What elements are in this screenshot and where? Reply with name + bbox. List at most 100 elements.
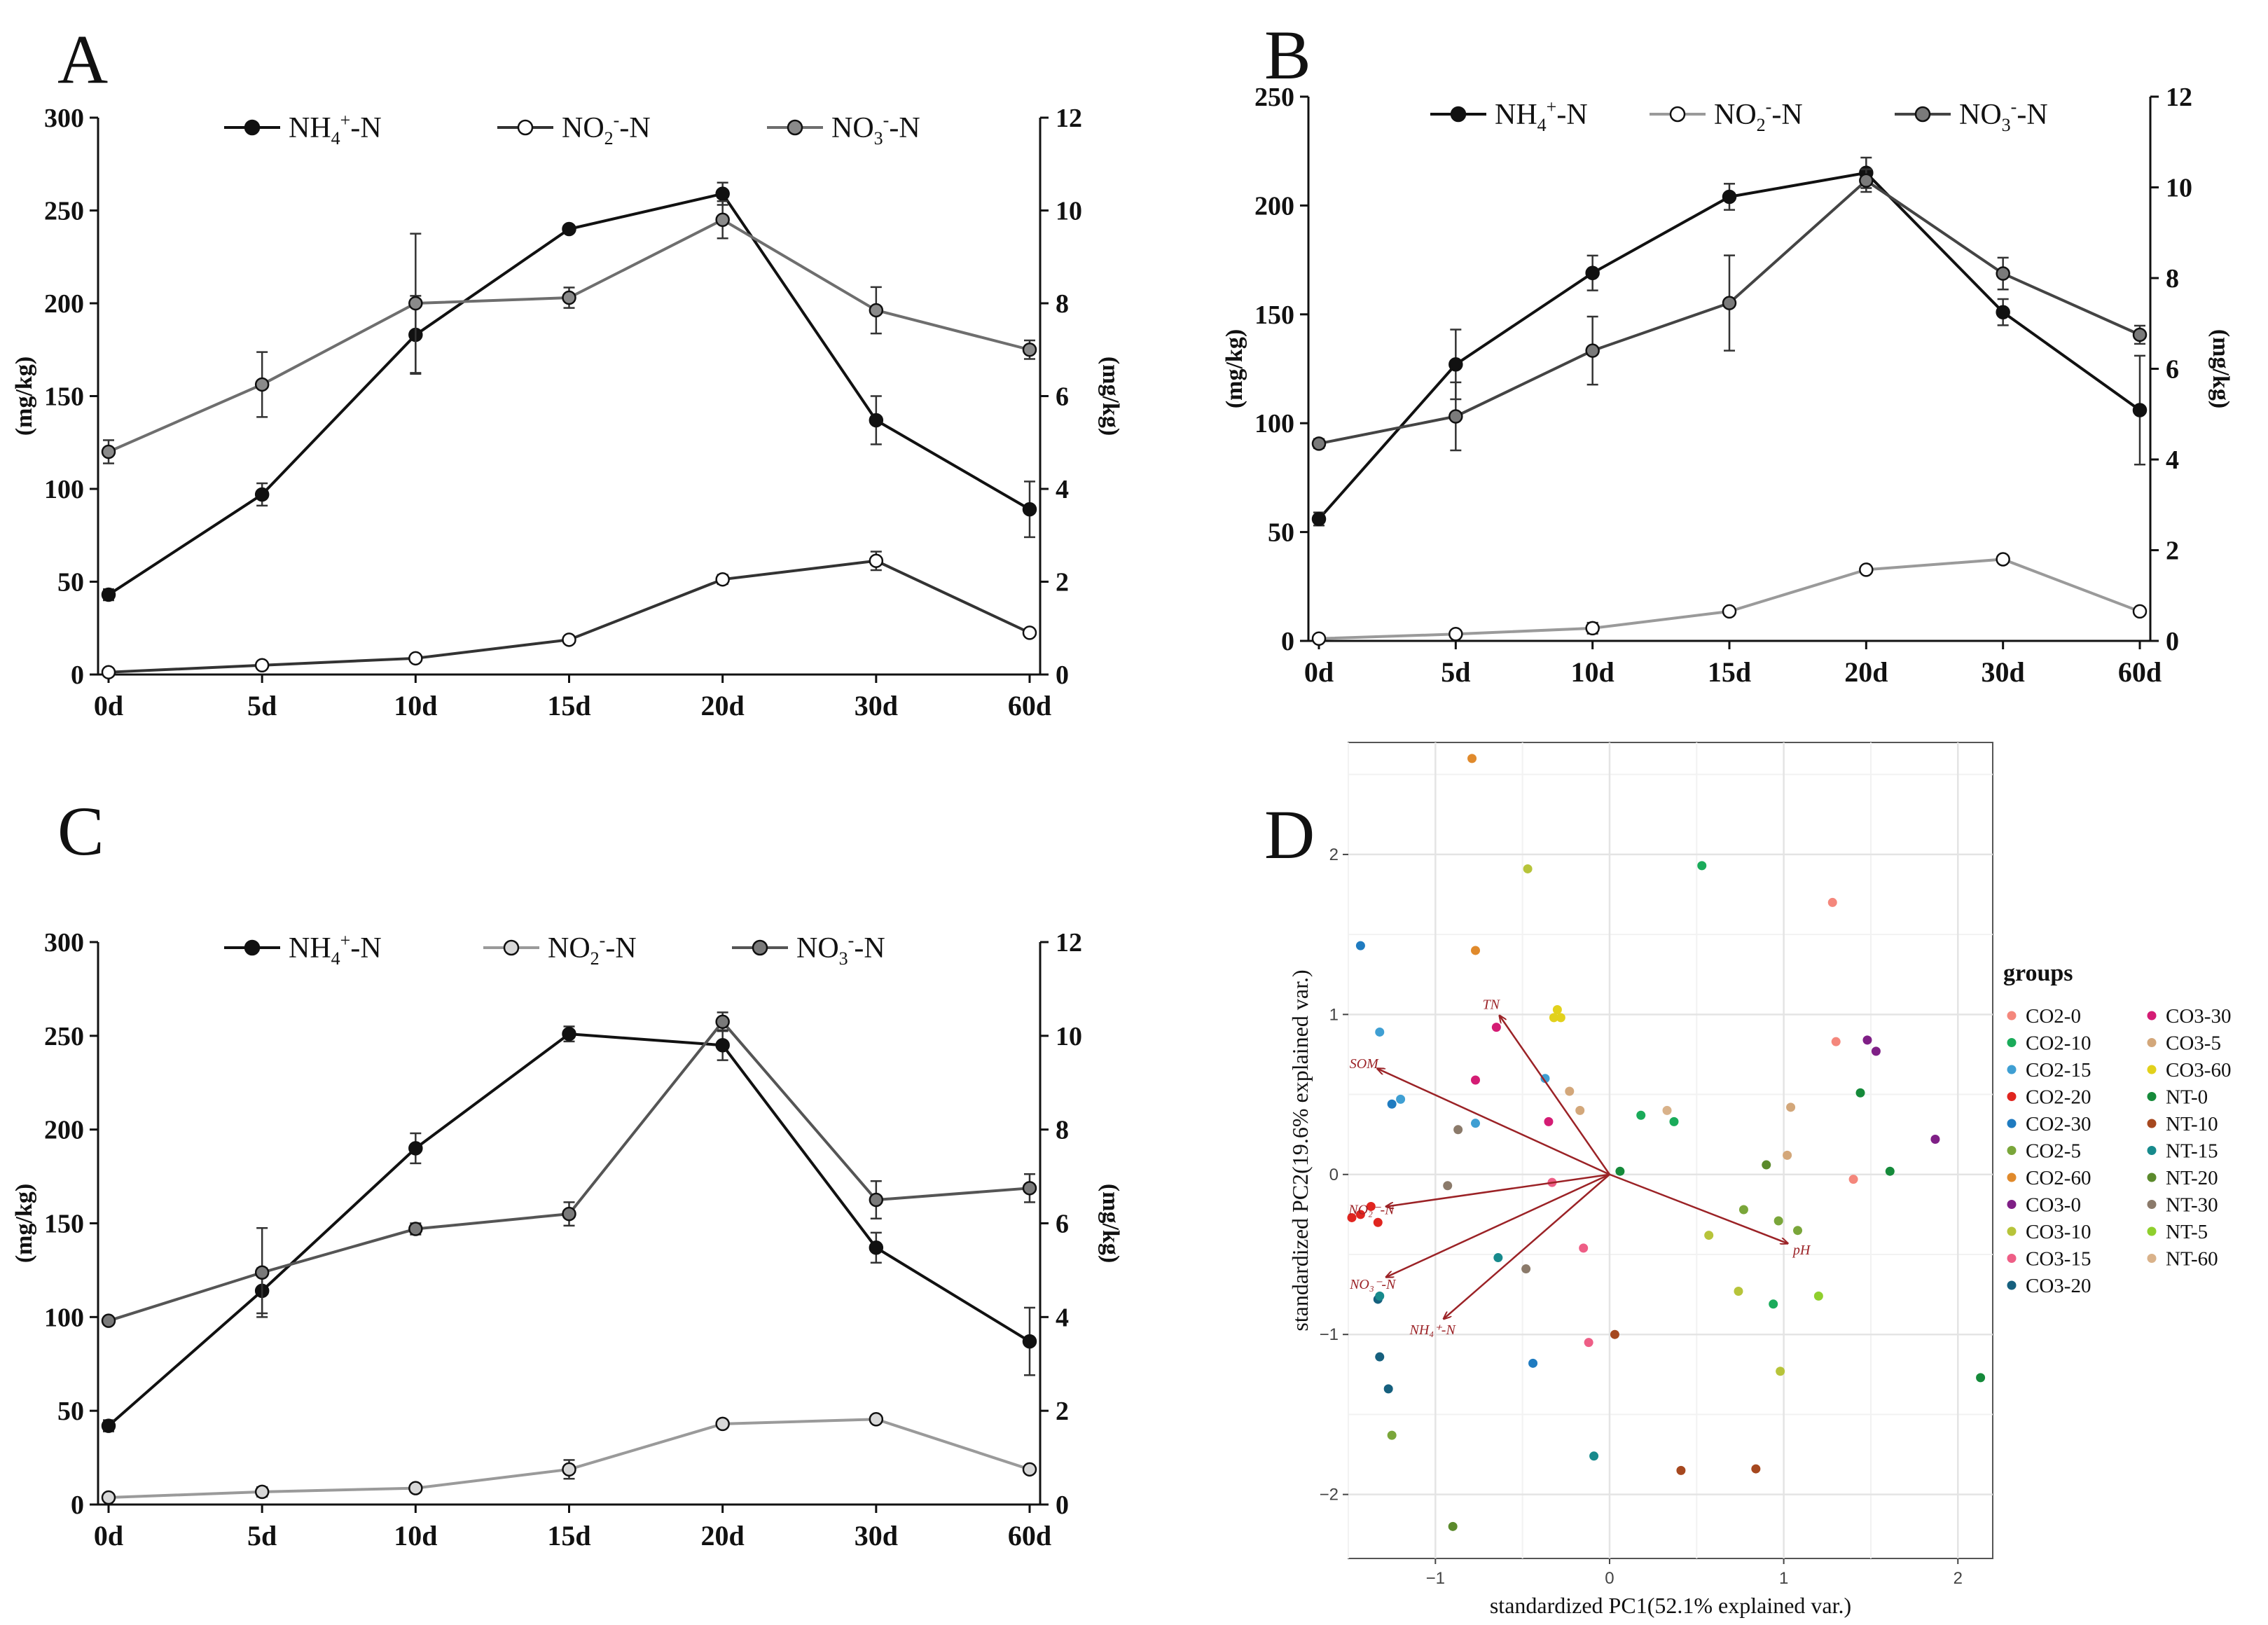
data-point (1859, 173, 1874, 188)
data-point (408, 1141, 423, 1156)
legend-label: CO2-10 (2026, 1032, 2091, 1055)
pca-point (1556, 1013, 1565, 1023)
data-point (1585, 265, 1600, 280)
pca-point (1584, 1338, 1593, 1348)
data-point (101, 444, 116, 459)
data-point (408, 296, 423, 311)
pca-point (1528, 1358, 1538, 1368)
pca-point (1375, 1027, 1385, 1037)
legend-marker (2007, 1011, 2017, 1021)
y-tick-label: −1 (1320, 1325, 1339, 1344)
x-tick-label: 0d (94, 1520, 123, 1551)
legend-marker (787, 119, 803, 136)
right-tick-label: 10 (2166, 174, 2192, 203)
data-point (715, 1037, 730, 1053)
data-point (2132, 403, 2148, 417)
pca-point (1697, 861, 1707, 871)
x-tick-label: 20d (701, 690, 745, 721)
legend-marker (2007, 1254, 2017, 1263)
legend-marker (2147, 1254, 2157, 1263)
x-tick-label: 60d (1008, 1520, 1051, 1551)
legend-label: NO2--N (548, 930, 637, 969)
right-tick-label: 12 (1056, 104, 1082, 133)
data-point (562, 1206, 576, 1222)
y-tick-label: 2 (1329, 845, 1339, 864)
legend-marker (2007, 1280, 2017, 1290)
pca-point (1615, 1166, 1625, 1176)
data-point (101, 1490, 116, 1505)
pca-point (1575, 1105, 1585, 1115)
legend-label: CO3-5 (2166, 1032, 2221, 1055)
right-tick-label: 0 (1056, 1491, 1069, 1520)
x-tick-label: 20d (1844, 656, 1888, 688)
legend-label: NT-20 (2166, 1167, 2218, 1189)
legend-marker (2007, 1065, 2017, 1074)
right-tick-label: 12 (1056, 928, 1082, 957)
x-tick-label: 15d (1708, 656, 1751, 688)
pca-point (1471, 1119, 1481, 1128)
series-NO3--N (101, 1011, 1037, 1328)
pca-point (1676, 1465, 1686, 1475)
data-point (715, 186, 730, 201)
right-tick-label: 8 (1056, 289, 1069, 319)
pca-point (1813, 1291, 1823, 1301)
data-point (562, 632, 576, 647)
legend-entry: CO3-10 (2007, 1221, 2091, 1243)
pca-point (1347, 1212, 1357, 1222)
data-point (2132, 604, 2148, 619)
left-axis-label: (mg/kg) (11, 357, 37, 436)
left-axis-label: (mg/kg) (11, 1184, 37, 1263)
left-tick-label: 150 (44, 382, 84, 412)
legend-entry: CO2-10 (2007, 1032, 2091, 1055)
legend-entry: NO3--N (1895, 97, 2048, 135)
legend-label: NT-10 (2166, 1113, 2218, 1135)
pca-point (1471, 946, 1481, 955)
left-tick-label: 100 (44, 475, 84, 504)
series-line (108, 218, 1030, 453)
legend-marker (2007, 1226, 2017, 1236)
x-tick-label: 2 (1954, 1569, 1963, 1588)
data-point (101, 587, 116, 602)
pca-point (1453, 1125, 1463, 1135)
legend-label: NT-60 (2166, 1248, 2218, 1271)
legend-label: CO3-20 (2026, 1275, 2091, 1297)
right-tick-label: 2 (2166, 537, 2179, 566)
x-tick-label: 20d (701, 1520, 745, 1551)
legend-label: NO2--N (562, 110, 651, 148)
legend-label: NT-0 (2166, 1086, 2208, 1109)
x-tick-label: 5d (1441, 656, 1470, 688)
legend-entry: NH4+-N (224, 110, 382, 148)
pca-point (1762, 1160, 1771, 1170)
data-point (101, 1418, 116, 1433)
data-point (869, 303, 884, 318)
legend-label: NO2--N (1714, 97, 1803, 135)
pca-point (1636, 1110, 1646, 1120)
data-point (254, 487, 270, 502)
panel-a-chart: A 0 50 100 150 200 250 300 0 2 4 6 8 10 12 0d 5d 10d 15d 20… (11, 20, 1123, 721)
data-point (715, 1416, 730, 1432)
legend-entry: NT-20 (2147, 1167, 2218, 1189)
panel-letter: C (57, 792, 104, 870)
data-point (715, 212, 730, 227)
data-point (1996, 552, 2010, 567)
pca-point (1662, 1105, 1672, 1115)
x-tick-label: 30d (855, 1520, 898, 1551)
x-tick-label: 15d (547, 1520, 590, 1551)
left-tick-label: 300 (44, 104, 84, 133)
left-tick-label: 50 (57, 1397, 84, 1426)
data-point (869, 553, 884, 568)
pca-point (1751, 1464, 1761, 1474)
right-axis-label: (mg/kg) (1098, 357, 1123, 436)
legend-marker (1669, 106, 1686, 123)
pca-point (1793, 1226, 1803, 1236)
legend-entry: CO3-15 (2007, 1248, 2091, 1271)
data-point (408, 651, 423, 666)
legend-entry: NO2--N (497, 110, 651, 148)
legend-marker (244, 119, 261, 136)
series-NH4+-N (101, 1025, 1037, 1433)
data-point (1448, 409, 1463, 424)
right-tick-label: 10 (1056, 1022, 1082, 1051)
right-axis-label: (mg/kg) (2208, 329, 2234, 408)
x-tick-label: 0d (1304, 656, 1334, 688)
